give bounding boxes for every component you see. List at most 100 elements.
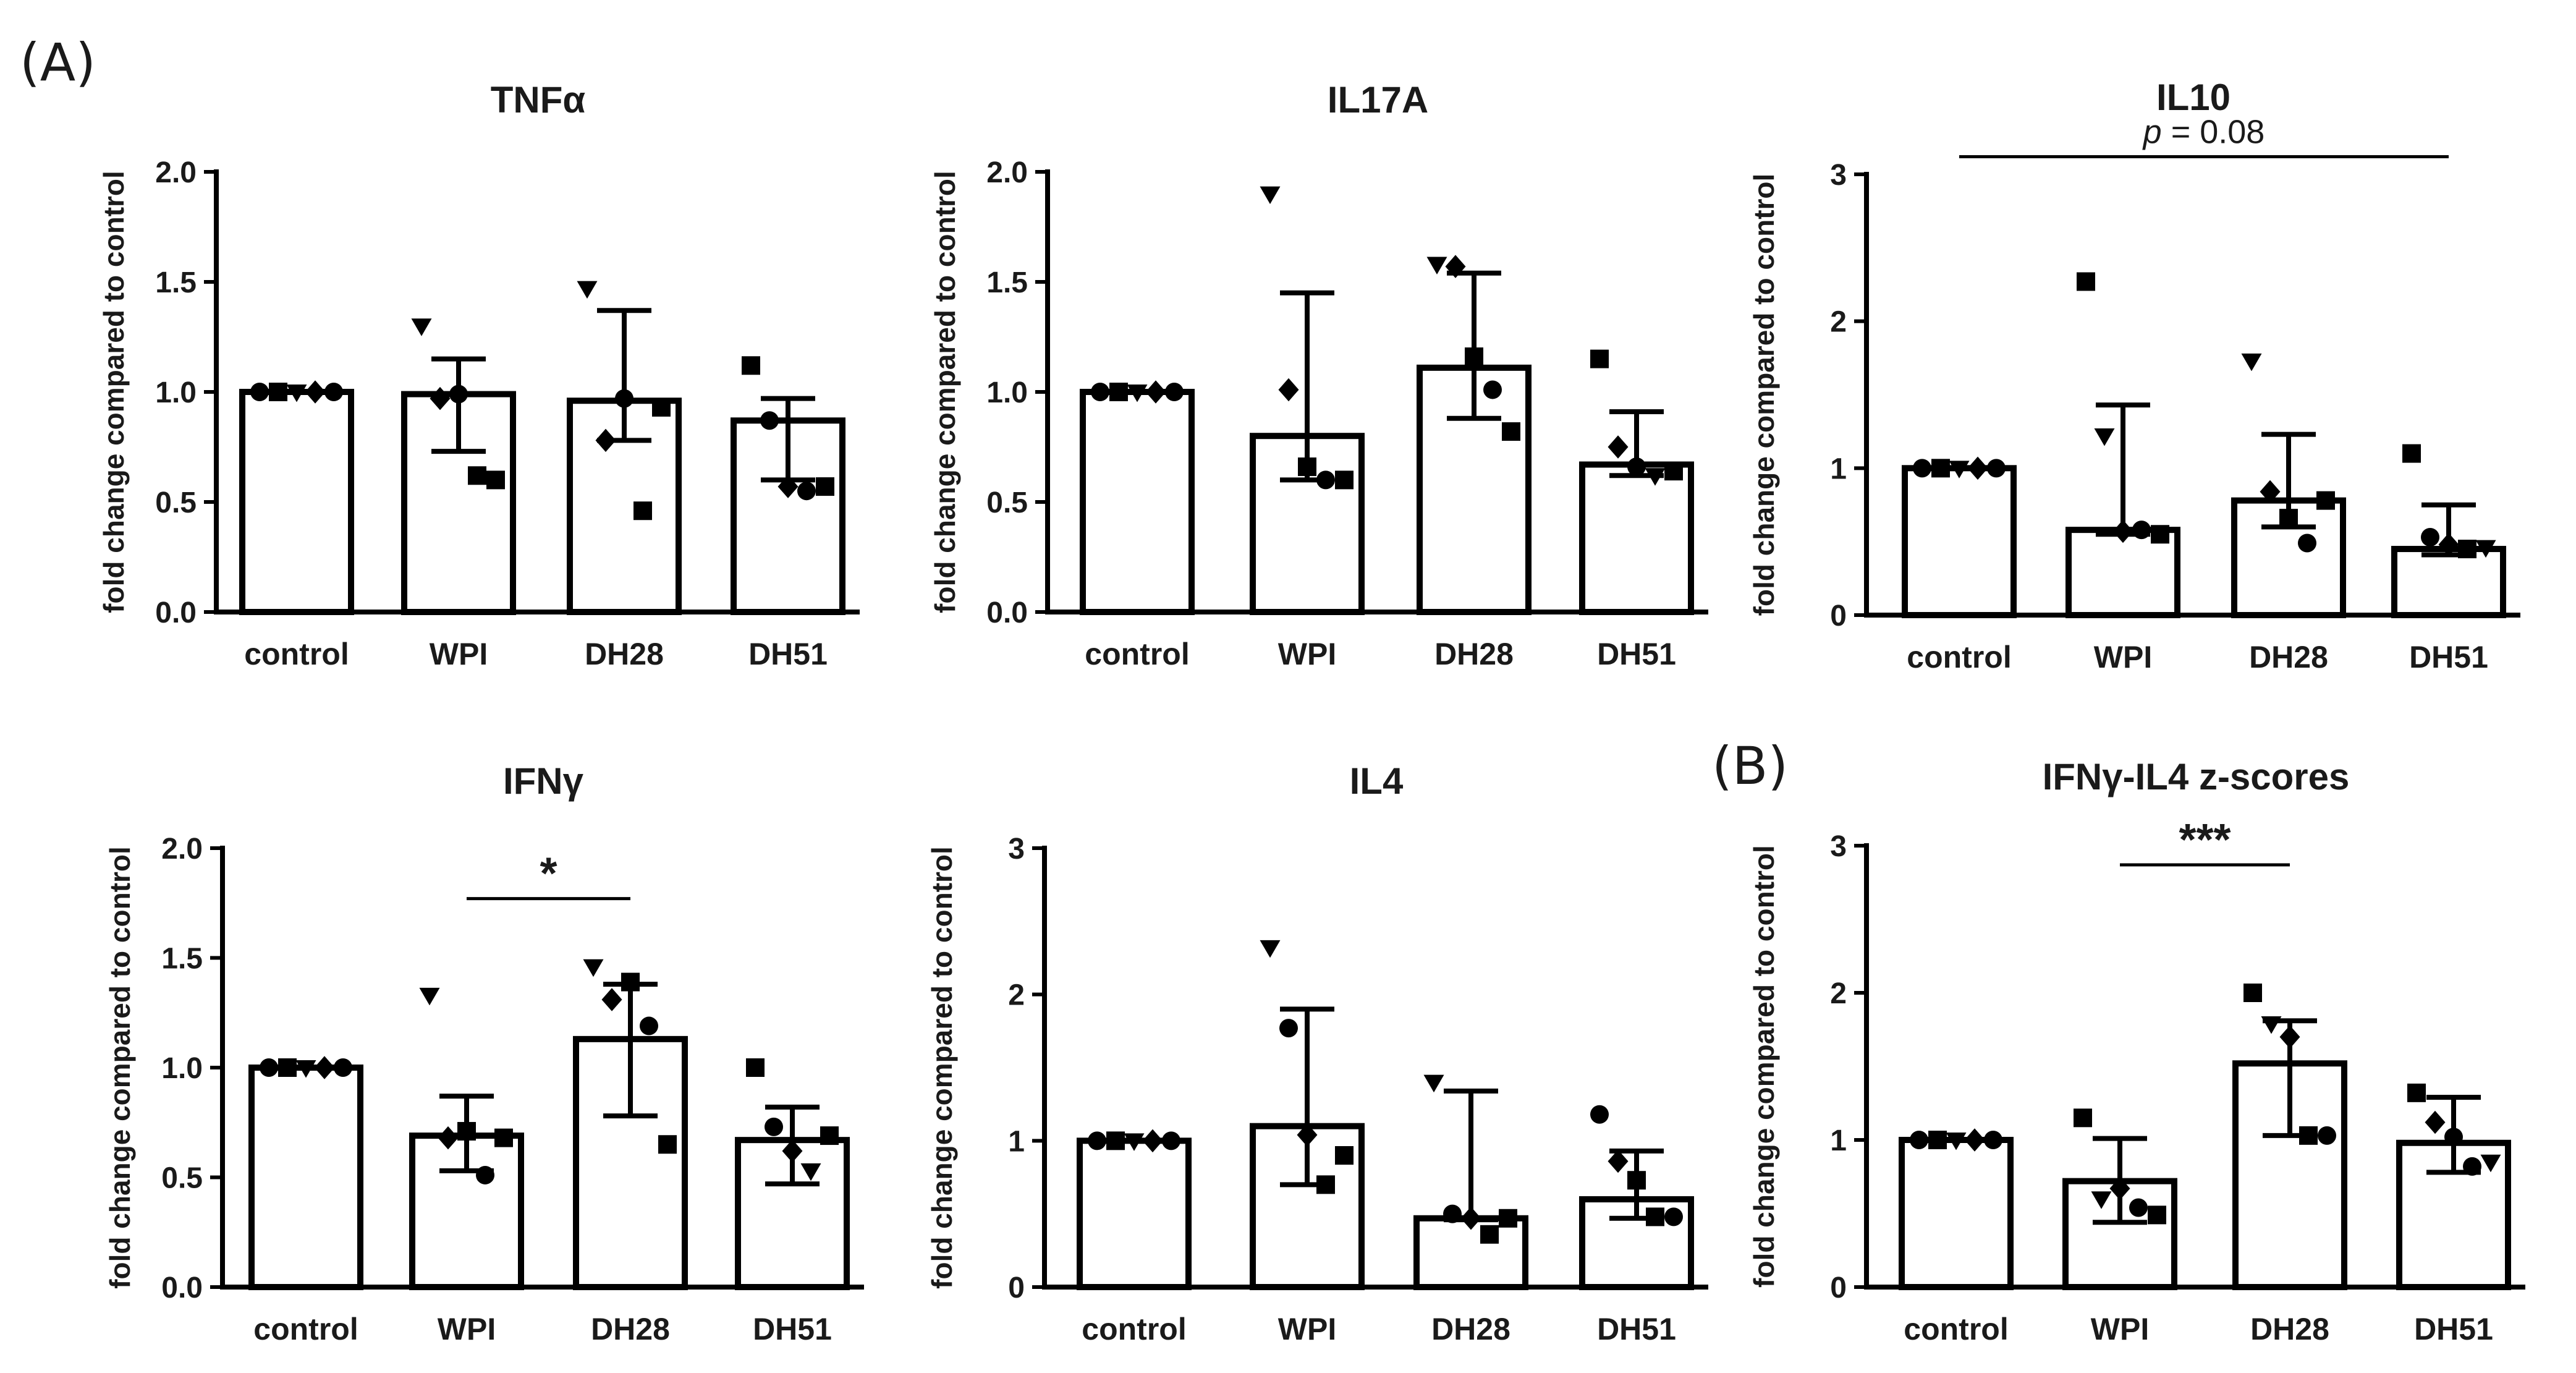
chart-6-point-DH28-3 [2279, 1025, 2300, 1049]
chart-2-point-DH51-2 [1608, 435, 1629, 459]
chart-4-point-WPI-2 [438, 1126, 459, 1150]
chart-5-point-control-4 [1142, 1129, 1163, 1153]
chart-4-point-DH28-5 [658, 1135, 677, 1154]
chart-6-bar-control [1899, 1137, 2014, 1290]
chart-3-point-DH28-2 [2260, 480, 2281, 504]
chart-1-xtick-label-control: control [244, 637, 349, 671]
chart-6-xtick-label-control: control [1904, 1312, 2008, 1346]
chart-5-point-DH28-5 [1499, 1209, 1517, 1228]
chart-6-point-WPI-3 [2109, 1176, 2130, 1201]
chart-1-xtick-label-DH28: DH28 [585, 637, 664, 671]
chart-4-point-WPI-5 [494, 1128, 513, 1147]
chart-2-ytick-label-0.0: 0.0 [986, 597, 1028, 629]
chart-3-point-DH51-1 [2402, 444, 2421, 463]
chart-6-point-control-1 [1910, 1131, 1928, 1149]
chart-5-point-control-2 [1106, 1131, 1125, 1150]
chart-6-point-control-5 [1984, 1131, 2002, 1149]
chart-1-point-control-3 [286, 385, 307, 402]
chart-5-point-control-3 [1124, 1133, 1145, 1151]
chart-2-ytick-label-1.0: 1.0 [986, 376, 1028, 409]
chart-6-point-DH28-4 [2299, 1126, 2318, 1145]
chart-1-point-DH28-4 [633, 501, 652, 521]
chart-5-point-control-1 [1088, 1131, 1106, 1150]
chart-3-ytick-label-1: 1 [1830, 453, 1847, 485]
chart-2-point-DH28-1 [1426, 257, 1447, 275]
chart-5-point-DH51-2 [1608, 1149, 1629, 1173]
chart-3-ylabel: fold change compared to control [1748, 174, 1780, 616]
chart-5-bar-control [1077, 1137, 1192, 1291]
chart-3-point-WPI-3 [2112, 519, 2133, 543]
chart-5-point-DH51-1 [1590, 1105, 1609, 1124]
chart-6-annotation-1: *** [2179, 815, 2231, 865]
chart-3-point-control-2 [1931, 459, 1950, 478]
chart-4-point-WPI-4 [476, 1165, 494, 1184]
chart-6-xtick-label-DH51: DH51 [2414, 1312, 2493, 1346]
chart-1-point-DH51-1 [742, 356, 760, 375]
chart-6-point-DH51-1 [2407, 1083, 2426, 1102]
chart-1-point-DH28-5 [652, 397, 671, 417]
chart-2-point-WPI-3 [1298, 457, 1316, 477]
chart-6-point-DH28-5 [2318, 1126, 2336, 1145]
chart-3-point-DH28-1 [2241, 353, 2262, 372]
chart-1-point-DH51-5 [816, 477, 834, 496]
chart-4-point-control-5 [334, 1058, 352, 1077]
chart-1-xtick-label-WPI: WPI [430, 637, 488, 671]
chart-2-point-control-1 [1091, 383, 1109, 401]
chart-3-point-DH28-4 [2298, 533, 2316, 553]
chart-4-bar-control [248, 1065, 363, 1290]
chart-4-point-DH28-1 [583, 959, 604, 977]
chart-5-point-WPI-1 [1260, 940, 1281, 958]
chart-6-point-control-4 [1964, 1128, 1985, 1152]
chart-1-ylabel: fold change compared to control [98, 171, 130, 613]
chart-1-bar-control [239, 389, 354, 615]
chart-1-point-DH28-2 [595, 428, 616, 453]
chart-3-xtick-label-DH28: DH28 [2249, 640, 2328, 674]
chart-2-point-DH28-2 [1445, 255, 1466, 278]
chart-6-point-DH28-1 [2243, 984, 2262, 1002]
chart-4-point-DH51-4 [800, 1163, 821, 1181]
chart-2-point-control-2 [1109, 383, 1128, 401]
chart-2-point-DH51-3 [1627, 457, 1646, 477]
chart-4-point-WPI-3 [457, 1121, 476, 1141]
chart-4-point-DH51-2 [765, 1117, 783, 1136]
chart-3-point-DH51-2 [2421, 528, 2439, 547]
chart-6-point-DH51-5 [2480, 1154, 2501, 1173]
panel-label-a: (A) [20, 32, 96, 93]
chart-1-point-WPI-5 [486, 470, 505, 490]
chart-3-point-WPI-1 [2077, 272, 2095, 291]
chart-5-point-control-5 [1162, 1131, 1180, 1150]
chart-6-ylabel: fold change compared to control [1748, 845, 1780, 1288]
chart-6-point-DH51-3 [2444, 1128, 2463, 1147]
chart-3-title: IL10 [2156, 77, 2231, 118]
chart-1-point-control-4 [305, 380, 326, 404]
chart-1-ytick-label-1.5: 1.5 [155, 266, 197, 299]
chart-3-point-control-1 [1913, 459, 1931, 478]
chart-4-point-control-4 [314, 1056, 335, 1079]
chart-6-ytick-label-1: 1 [1830, 1124, 1847, 1157]
chart-4-annotation-1: * [540, 849, 557, 899]
chart-6-point-WPI-1 [2074, 1108, 2092, 1128]
chart-3-annotation-1: p = 0.08 [2142, 113, 2265, 150]
chart-3-point-DH51-3 [2438, 533, 2459, 556]
chart-4-ytick-label-2.0: 2.0 [161, 833, 203, 865]
chart-4-point-DH51-1 [746, 1058, 765, 1077]
chart-5-point-WPI-2 [1279, 1019, 1298, 1038]
chart-6-point-DH28-2 [2261, 1016, 2282, 1034]
chart-6-point-WPI-5 [2148, 1205, 2166, 1225]
chart-4-point-DH51-5 [820, 1126, 839, 1146]
chart-1-ytick-label-1.0: 1.0 [155, 376, 197, 409]
chart-3-xtick-label-DH51: DH51 [2409, 640, 2488, 674]
chart-2-point-WPI-4 [1316, 470, 1335, 490]
chart-1-point-DH28-3 [615, 389, 633, 408]
chart-1-ytick-label-0.5: 0.5 [155, 487, 197, 519]
chart-3-bar-DH51 [2391, 546, 2506, 618]
chart-3-point-WPI-4 [2132, 521, 2151, 540]
chart-4-xtick-label-WPI: WPI [438, 1312, 496, 1346]
chart-1-title: TNFα [491, 79, 586, 121]
chart-5-point-DH28-3 [1460, 1207, 1481, 1230]
chart-2-point-DH51-5 [1664, 462, 1683, 481]
chart-3-point-DH28-5 [2316, 491, 2335, 510]
chart-4-ytick-label-1.0: 1.0 [161, 1052, 203, 1085]
chart-6-ytick-label-2: 2 [1830, 977, 1847, 1010]
chart-2-point-WPI-2 [1278, 378, 1299, 402]
